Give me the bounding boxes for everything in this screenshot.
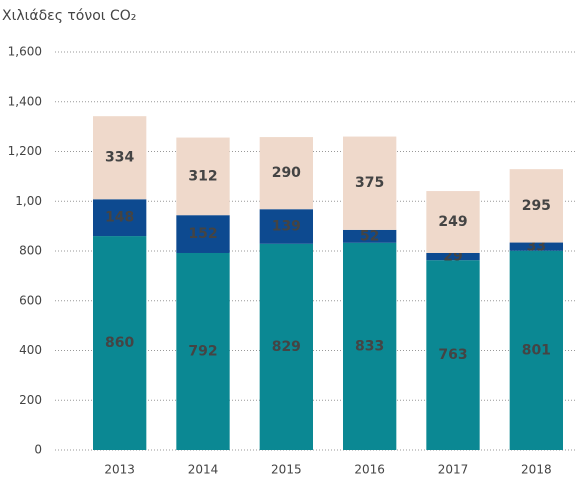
y-tick-label: 1,400 [8, 94, 42, 108]
bar-segment [509, 250, 563, 450]
y-tick-label: 800 [19, 244, 42, 258]
bar-segment [176, 252, 230, 450]
bar-segment [343, 242, 397, 450]
value-label: 860 [105, 335, 134, 351]
x-tick-label: 2018 [521, 463, 552, 477]
value-label: 375 [355, 175, 384, 191]
y-tick-label: 1,200 [8, 144, 42, 158]
value-label: 52 [360, 228, 379, 244]
y-tick-label: 400 [19, 343, 42, 357]
bar-segment [343, 229, 397, 243]
x-tick-label: 2015 [271, 463, 302, 477]
bar-segment [343, 136, 397, 230]
bar-segment [93, 236, 147, 450]
bar-segment [259, 209, 313, 244]
value-label: 295 [522, 198, 551, 214]
bar-segment [426, 252, 480, 261]
bar-segment [426, 191, 480, 253]
x-tick-label: 2014 [188, 463, 219, 477]
x-tick-label: 2013 [104, 463, 135, 477]
chart-title: Χιλιάδες τόνοι CO₂ [2, 8, 136, 24]
y-tick-label: 600 [19, 293, 42, 307]
bar-segment [176, 215, 230, 253]
bar-segment [176, 137, 230, 216]
value-label: 833 [355, 338, 384, 354]
value-label: 152 [188, 226, 217, 242]
value-label: 312 [188, 168, 217, 184]
x-tick-label: 2017 [438, 463, 469, 477]
bar-segment [259, 243, 313, 450]
value-label: 792 [188, 343, 217, 359]
value-label: 139 [272, 218, 301, 234]
bar-segment [93, 116, 147, 200]
bar-segment [426, 260, 480, 450]
value-label: 249 [438, 214, 467, 230]
bar-segment [259, 137, 313, 210]
value-label: 829 [272, 339, 301, 355]
y-tick-label: 1,600 [8, 45, 42, 59]
x-tick-label: 2016 [354, 463, 385, 477]
value-label: 334 [105, 150, 134, 166]
y-tick-label: 1,00 [15, 194, 42, 208]
value-label: 763 [438, 347, 467, 363]
value-label: 33 [527, 239, 546, 255]
bar-segment [509, 242, 563, 251]
y-tick-label: 0 [34, 443, 42, 457]
bar-segment [93, 199, 147, 237]
value-label: 290 [272, 165, 301, 181]
value-label: 801 [522, 342, 551, 358]
y-tick-label: 200 [19, 393, 42, 407]
bar-segment [509, 169, 563, 243]
value-label: 148 [105, 210, 134, 226]
